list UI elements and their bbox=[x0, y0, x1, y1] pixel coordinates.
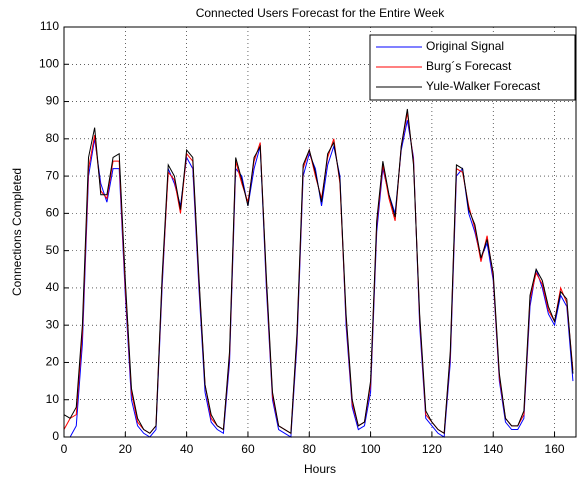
y-tick-label: 40 bbox=[46, 280, 60, 294]
x-tick-label: 20 bbox=[119, 442, 133, 456]
plot-frame bbox=[63, 26, 577, 438]
x-tick-label: 80 bbox=[303, 442, 317, 456]
x-tick-label: 160 bbox=[545, 442, 565, 456]
y-tick-label: 0 bbox=[52, 429, 59, 443]
chart-title: Connected Users Forecast for the Entire … bbox=[196, 6, 446, 20]
legend-label: Yule-Walker Forecast bbox=[426, 79, 541, 93]
y-tick-label: 80 bbox=[46, 131, 60, 145]
y-tick-label: 90 bbox=[46, 94, 60, 108]
y-tick-label: 60 bbox=[46, 206, 60, 220]
y-tick-label: 50 bbox=[46, 243, 60, 257]
y-tick-label: 20 bbox=[46, 355, 60, 369]
x-tick-label: 0 bbox=[61, 442, 68, 456]
y-tick-label: 30 bbox=[46, 317, 60, 331]
y-tick-label: 70 bbox=[46, 168, 60, 182]
y-tick-label: 100 bbox=[39, 56, 59, 70]
series-line bbox=[63, 108, 574, 435]
legend-label: Burg´s Forecast bbox=[426, 59, 512, 73]
y-axis-label: Connections Completed bbox=[10, 168, 24, 296]
x-tick-label: 100 bbox=[361, 442, 381, 456]
x-tick-label: 60 bbox=[241, 442, 255, 456]
x-axis-label: Hours bbox=[304, 462, 336, 476]
x-tick-label: 40 bbox=[180, 442, 194, 456]
y-tick-label: 110 bbox=[40, 19, 59, 33]
x-tick-label: 120 bbox=[422, 442, 442, 456]
legend-label: Original Signal bbox=[426, 39, 504, 53]
y-tick-label: 10 bbox=[46, 392, 60, 406]
x-tick-label: 140 bbox=[483, 442, 503, 456]
